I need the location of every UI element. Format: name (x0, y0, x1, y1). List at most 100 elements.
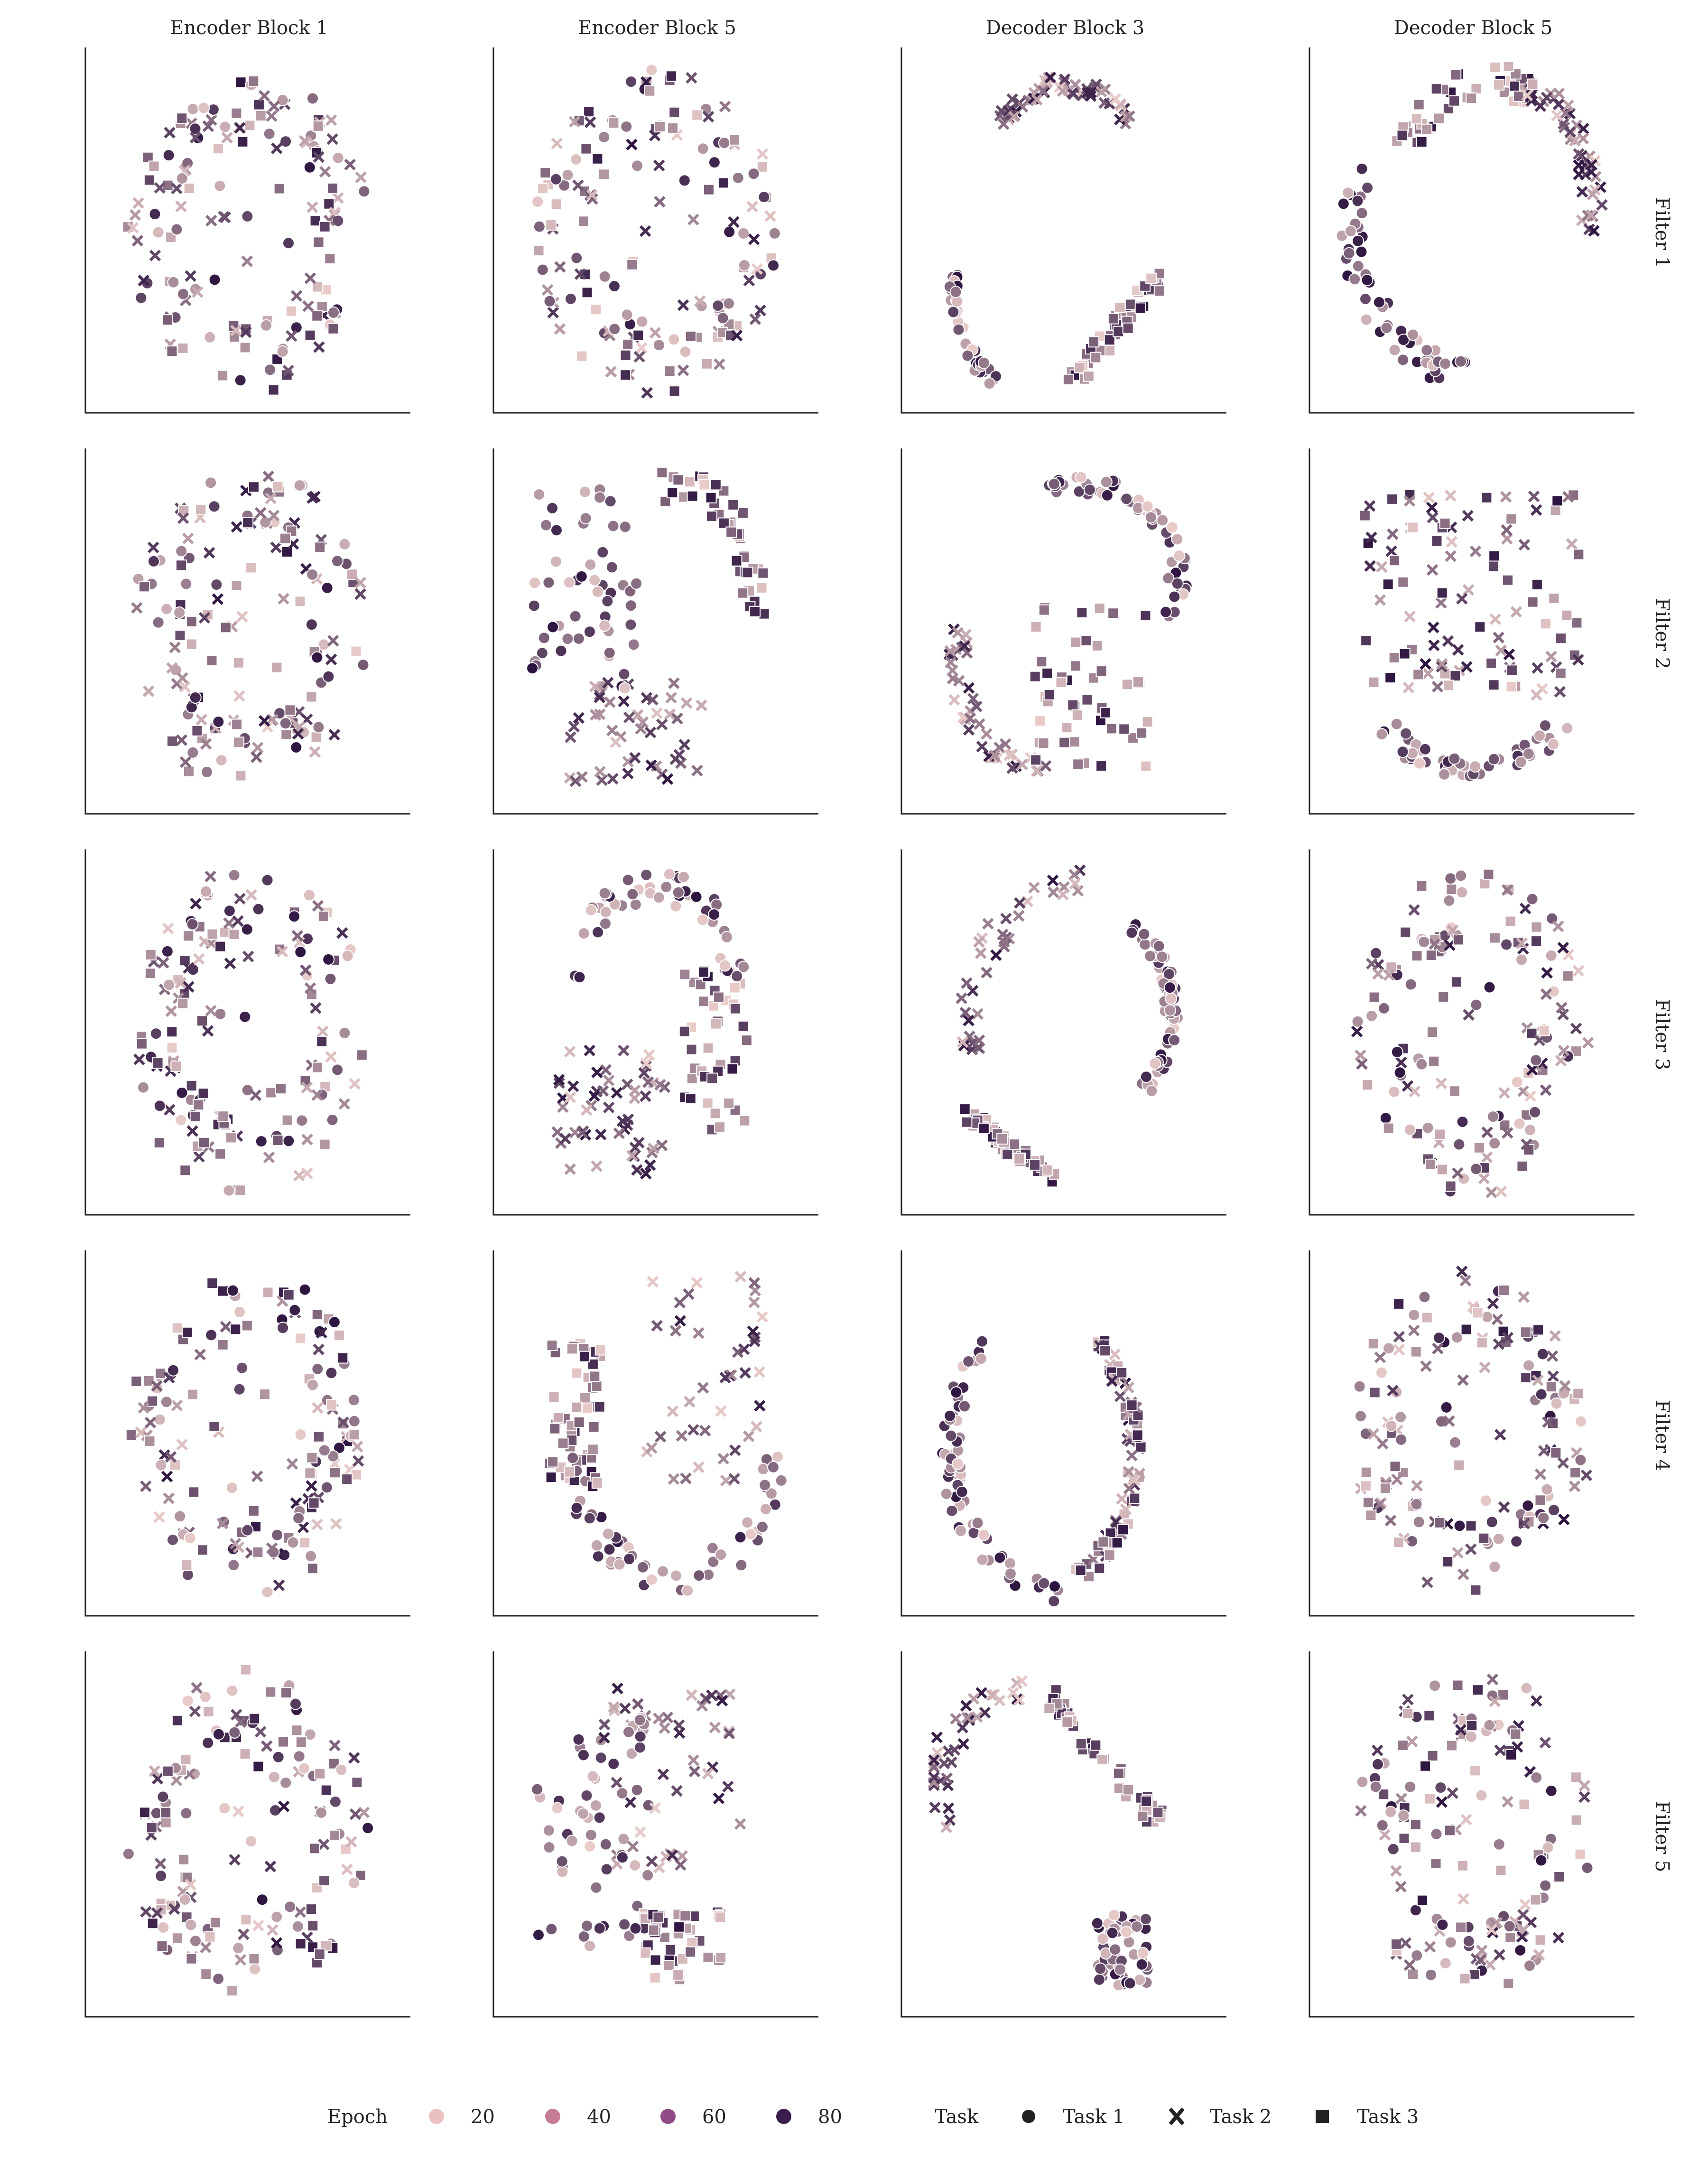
point-task-2 (176, 1438, 188, 1451)
point-task-3 (235, 770, 247, 782)
point-task-2 (140, 1906, 152, 1918)
point-task-3 (188, 1486, 200, 1498)
point-task-1 (241, 210, 254, 223)
point-task-2 (719, 101, 731, 112)
point-task-2 (1476, 1945, 1488, 1957)
point-task-1 (1488, 1137, 1501, 1150)
point-task-3 (652, 1911, 664, 1923)
point-task-1 (1136, 1947, 1149, 1959)
point-task-2 (1391, 1473, 1403, 1486)
point-task-1 (357, 659, 370, 671)
point-task-2 (640, 1090, 651, 1102)
point-task-1 (570, 1501, 583, 1514)
point-task-3 (756, 582, 768, 594)
point-task-2 (163, 1492, 175, 1504)
point-task-1 (546, 502, 559, 514)
point-task-3 (578, 1351, 590, 1362)
point-task-1 (1404, 978, 1417, 991)
point-task-1 (181, 1695, 194, 1707)
point-task-2 (1462, 510, 1474, 522)
point-task-3 (640, 1947, 651, 1959)
point-task-1 (1123, 1977, 1136, 1990)
point-task-1 (288, 910, 301, 923)
point-task-2 (1385, 545, 1398, 557)
point-task-1 (1397, 1809, 1410, 1822)
point-task-3 (186, 1080, 197, 1092)
point-task-2 (693, 1327, 705, 1339)
point-task-1 (1094, 1962, 1107, 1975)
point-task-2 (1424, 1941, 1436, 1953)
panel-r5-c1 (84, 1651, 410, 2018)
point-task-1 (1373, 296, 1385, 308)
point-task-1 (1444, 872, 1457, 885)
point-task-1 (167, 1364, 180, 1377)
point-task-3 (1117, 1524, 1129, 1536)
point-task-2 (677, 364, 689, 376)
legend-task-title: Task (935, 2106, 979, 2128)
point-task-3 (1516, 1160, 1528, 1172)
point-task-2 (728, 1472, 740, 1485)
point-task-1 (305, 1550, 317, 1563)
point-task-2 (175, 200, 187, 213)
point-task-2 (749, 1335, 761, 1347)
point-task-3 (314, 1948, 325, 1960)
point-task-2 (754, 304, 766, 317)
point-task-1 (631, 159, 644, 172)
point-task-1 (767, 1461, 780, 1473)
point-task-3 (715, 1952, 727, 1964)
point-task-1 (1550, 1397, 1563, 1410)
point-task-2 (1573, 159, 1585, 171)
point-task-2 (1559, 107, 1572, 119)
point-task-2 (1562, 491, 1574, 503)
point-task-2 (127, 222, 139, 234)
point-task-3 (1427, 1026, 1438, 1038)
point-task-2 (185, 270, 196, 282)
legend-epoch-60-label: 60 (702, 2106, 726, 2128)
point-task-2 (282, 364, 295, 377)
point-task-3 (186, 615, 197, 627)
point-task-3 (686, 1044, 697, 1055)
point-task-1 (961, 349, 974, 362)
point-task-3 (665, 1944, 677, 1956)
point-task-3 (1397, 576, 1409, 588)
point-task-3 (1446, 884, 1457, 895)
panel-r2-c2 (492, 448, 818, 815)
point-task-2 (1557, 1457, 1569, 1469)
point-task-3 (1094, 1562, 1105, 1574)
point-task-2 (1530, 504, 1542, 516)
point-task-3 (701, 358, 713, 370)
point-task-1 (282, 1135, 295, 1147)
point-task-1 (583, 1512, 596, 1525)
point-task-3 (280, 1687, 292, 1699)
point-task-2 (233, 690, 245, 702)
point-task-3 (1520, 1326, 1532, 1338)
point-task-2 (1459, 1275, 1472, 1286)
point-task-2 (551, 137, 563, 149)
point-task-1 (1485, 1516, 1498, 1528)
point-task-3 (166, 1026, 178, 1038)
point-task-1 (1454, 355, 1467, 368)
point-task-2 (162, 922, 174, 934)
point-task-2 (1006, 93, 1018, 105)
point-task-1 (599, 906, 612, 918)
point-task-3 (626, 259, 638, 270)
point-task-1 (290, 321, 303, 334)
point-task-2 (688, 1765, 701, 1778)
point-task-3 (1410, 1818, 1421, 1830)
point-task-2 (990, 949, 1002, 961)
point-task-1 (536, 263, 549, 276)
point-task-2 (1008, 111, 1020, 122)
point-task-1 (1456, 1116, 1469, 1128)
point-task-3 (731, 555, 743, 567)
point-task-2 (1516, 1931, 1528, 1943)
point-task-2 (234, 893, 246, 905)
point-task-1 (616, 1787, 629, 1799)
point-task-2 (1502, 1796, 1513, 1808)
point-task-3 (189, 1110, 201, 1122)
point-task-2 (547, 307, 559, 318)
point-task-2 (564, 1045, 576, 1058)
point-task-2 (1355, 1805, 1367, 1817)
point-task-3 (702, 1042, 714, 1054)
point-task-2 (668, 677, 680, 689)
point-task-3 (1474, 621, 1486, 633)
